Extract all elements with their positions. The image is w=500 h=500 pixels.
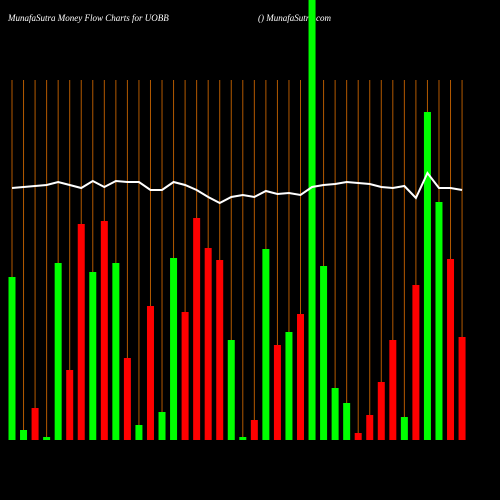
bar: [400, 417, 408, 440]
bar: [43, 437, 51, 440]
bar: [100, 221, 108, 440]
bar: [250, 420, 258, 440]
bar: [366, 415, 374, 440]
bar: [343, 403, 351, 440]
bar: [204, 248, 212, 440]
bar: [193, 218, 201, 440]
bar: [389, 340, 397, 440]
bar: [331, 388, 339, 440]
bar: [435, 202, 443, 440]
bar: [135, 425, 143, 440]
bar: [123, 358, 131, 440]
bar: [297, 314, 304, 440]
bar: [227, 340, 235, 440]
bar: [354, 433, 362, 440]
bar: [458, 337, 466, 440]
bar: [285, 332, 293, 440]
line: [11, 171, 463, 205]
bar: [158, 412, 166, 440]
bar: [262, 249, 270, 440]
bar: [273, 345, 281, 440]
chart-title: MunafaSutra Money Flow Charts for UOBB: [7, 13, 169, 23]
bar: [181, 312, 189, 440]
bar: [66, 370, 74, 440]
bar: [447, 259, 455, 440]
bar: [423, 112, 431, 440]
bar: [412, 285, 420, 440]
chart-subtitle: () MunafaSutra.com: [258, 13, 331, 23]
bar: [320, 266, 328, 440]
bar: [170, 258, 178, 440]
bar: [308, 0, 316, 440]
bar: [112, 263, 120, 440]
bar: [54, 263, 62, 440]
bar: [146, 306, 154, 440]
bar: [377, 382, 385, 440]
bar: [89, 272, 97, 440]
bar: [77, 224, 85, 440]
bar: [31, 408, 39, 440]
bar: [8, 277, 16, 440]
bar: [216, 260, 224, 440]
bar: [20, 430, 28, 440]
bar: [239, 437, 247, 440]
